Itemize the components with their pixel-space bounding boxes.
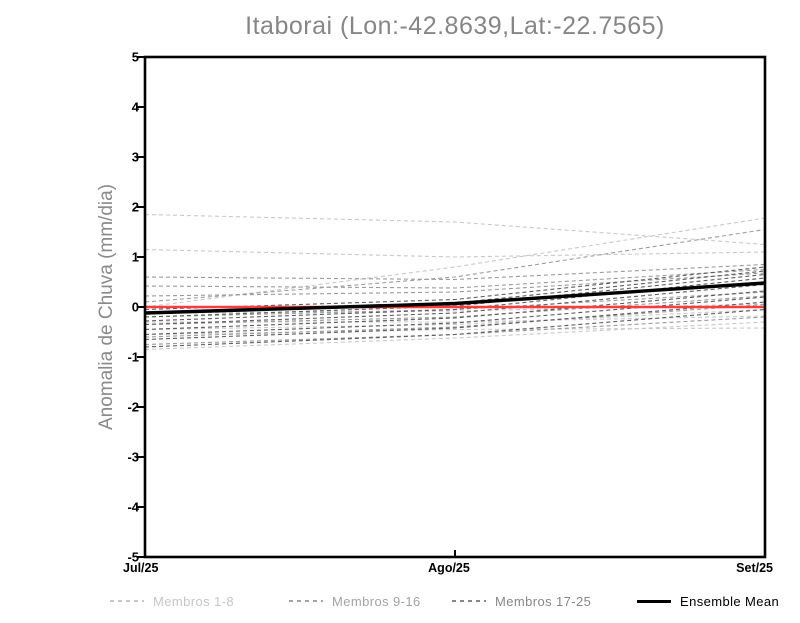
series-membro-23 [144, 296, 766, 336]
series-membro-8 [144, 308, 766, 331]
series-membro-9 [144, 263, 766, 281]
x-tick-label: Ago/25 [428, 561, 470, 575]
legend-entry-membros-1-8: Membros 1-8 [110, 593, 234, 609]
series-membro-10 [144, 268, 766, 289]
y-tick-label: 3 [132, 150, 139, 165]
y-tick-label: -4 [127, 500, 139, 515]
dashed-line-icon [110, 600, 144, 602]
series-membro-24 [144, 301, 766, 341]
series-membro-25 [144, 308, 766, 348]
series-membro-2 [144, 248, 766, 258]
y-tick-label: -1 [127, 350, 139, 365]
y-tick-label: -2 [127, 400, 139, 415]
x-tick-label: Jul/25 [123, 561, 158, 575]
series-membro-5 [144, 327, 766, 336]
y-tick-label: 1 [132, 250, 139, 265]
legend-label: Membros 9-16 [332, 593, 421, 609]
dashed-line-icon [452, 600, 486, 602]
series-membro-12 [144, 228, 766, 303]
dashed-line-icon [289, 600, 323, 602]
series-membro-1 [144, 213, 766, 246]
series-membro-14 [144, 295, 766, 326]
legend-entry-membros-17-25: Membros 17-25 [452, 593, 591, 609]
series-membro-11 [144, 272, 766, 297]
series-membro-4 [145, 315, 766, 323]
legend-entry-membros-9-16: Membros 9-16 [289, 593, 421, 609]
series-membro-22 [144, 290, 766, 331]
solid-line-icon [637, 599, 671, 603]
y-tick-label: -5 [127, 550, 139, 565]
y-tick-label: 2 [132, 200, 139, 215]
x-tick-label: Set/25 [736, 561, 773, 575]
chart-title: Itaborai (Lon:-42.8639,Lat:-22.7565) [245, 12, 665, 40]
legend-entry-ensemble-mean: Ensemble Mean [637, 593, 779, 609]
legend-label: Membros 1-8 [153, 593, 234, 609]
series-ensemble-mean [144, 281, 766, 315]
legend-label: Ensemble Mean [680, 593, 780, 609]
series-membro-3 [144, 217, 766, 308]
series-membro-20 [144, 277, 766, 322]
series-membro-7 [144, 303, 766, 314]
legend-label: Membros 17-25 [495, 593, 592, 609]
y-tick-label: 5 [132, 50, 139, 65]
series-membro-21 [144, 283, 766, 326]
series-membro-15 [144, 303, 766, 338]
y-tick-label: 4 [132, 100, 140, 115]
series-membro-17 [144, 266, 766, 311]
y-tick-label: -3 [127, 450, 139, 465]
y-tick-label: 0 [132, 300, 139, 315]
series-membro-6 [144, 321, 766, 351]
